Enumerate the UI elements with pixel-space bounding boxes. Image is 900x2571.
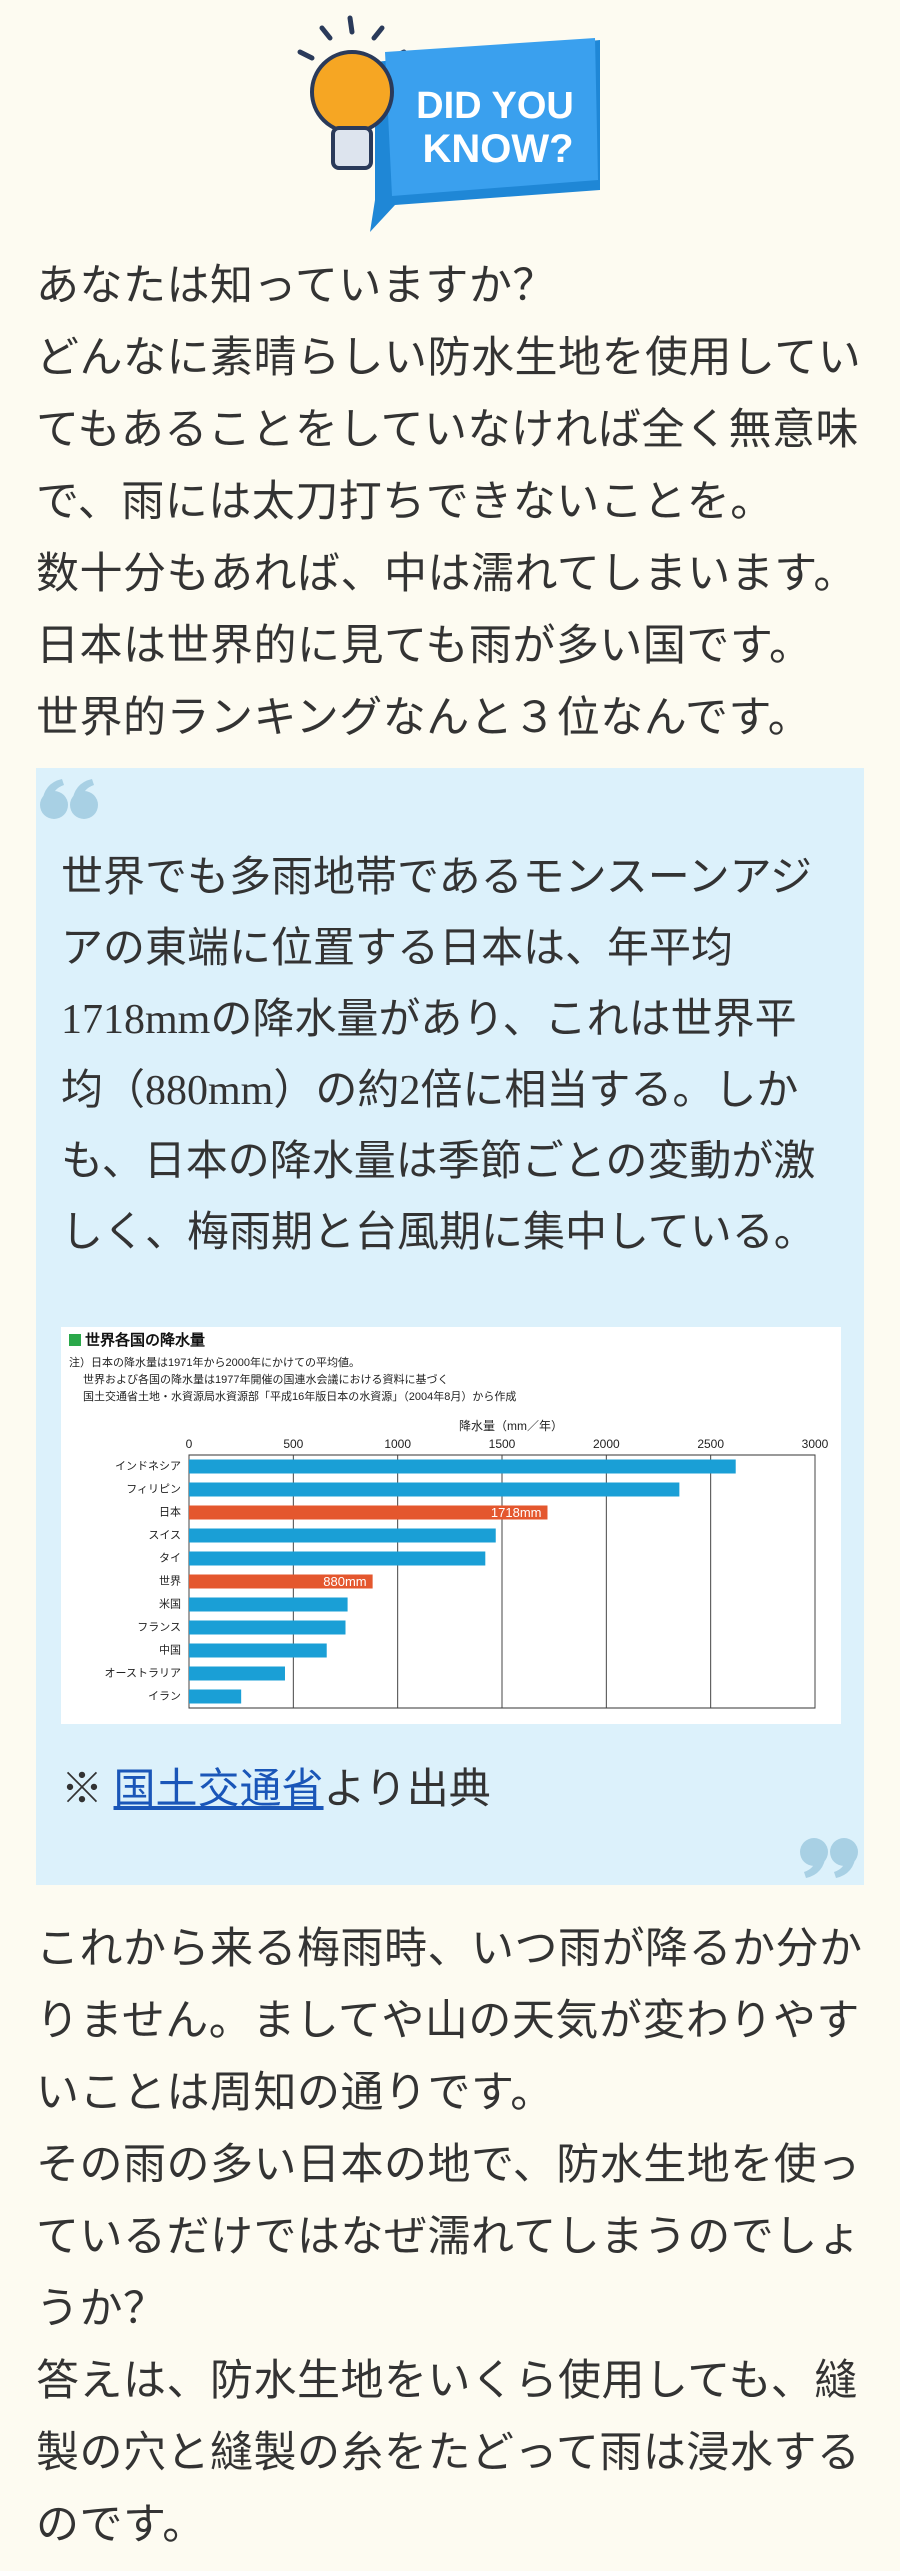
y-tick-label: フィリピン <box>126 1482 181 1495</box>
did-you-know-badge: DID YOU KNOW? <box>297 15 600 232</box>
y-tick-label: インドネシア <box>115 1459 181 1472</box>
y-tick-label: 日本 <box>159 1504 181 1518</box>
x-tick-label: 3000 <box>802 1437 829 1451</box>
y-tick-label: タイ <box>159 1551 181 1564</box>
speech-bubble <box>385 38 598 196</box>
chart-note: 世界および各国の降水量は1977年開催の国連水会議における資料に基づく <box>83 1372 448 1386</box>
bar <box>189 1643 327 1658</box>
paragraph: 数十分もあれば、中は濡れてしまいます。 <box>36 551 857 598</box>
intro-text: あなたは知っていますか？ どんなに素晴らしい防水生地を使用していてもあることをして… <box>36 251 864 755</box>
bar <box>189 1574 373 1589</box>
bar <box>189 1597 348 1612</box>
value-label: 1718mm <box>491 1505 542 1520</box>
x-tick-label: 1000 <box>384 1437 411 1451</box>
paragraph: これから来る梅雨時、いつ雨が降るか分かりません。ましてや山の天気が変わりやすいこ… <box>36 1926 863 2117</box>
bar <box>189 1528 496 1543</box>
outro-text: これから来る梅雨時、いつ雨が降るか分かりません。ましてや山の天気が変わりやすいこ… <box>36 1914 864 2562</box>
bar <box>189 1620 346 1635</box>
paragraph: 日本は世界的に見ても雨が多い国です。 <box>36 623 813 670</box>
y-tick-label: イラン <box>148 1690 181 1702</box>
chart-note: 注）日本の降水量は1971年から2000年にかけての平均値。 <box>69 1355 360 1369</box>
y-tick-label: 米国 <box>159 1597 181 1610</box>
y-tick-label: オーストラリア <box>105 1666 181 1679</box>
bar <box>189 1505 548 1520</box>
bar <box>189 1459 736 1474</box>
paragraph: 答えは、防水生地をいくら使用しても、縫製の穴と縫製の糸をたどって雨は浸水するので… <box>36 2358 861 2549</box>
value-label: 880mm <box>323 1574 366 1589</box>
bar <box>189 1666 285 1681</box>
bar <box>189 1689 242 1704</box>
paragraph: 世界的ランキングなんと３位なんです。 <box>36 695 812 742</box>
title-marker <box>69 1334 81 1346</box>
lightbulb-base <box>331 126 373 170</box>
x-tick-label: 2500 <box>697 1437 724 1451</box>
source-line: ※ 国土交通省より出典 <box>61 1755 491 1826</box>
x-tick-label: 500 <box>283 1437 303 1451</box>
bar <box>189 1482 680 1497</box>
y-tick-label: 世界 <box>159 1574 181 1587</box>
y-tick-label: フランス <box>137 1621 181 1633</box>
quote-text: 世界でも多雨地帯であるモンスーンアジアの東端に位置する日本は、年平均1718mm… <box>61 855 816 1256</box>
chart-title: 世界各国の降水量 <box>85 1331 205 1349</box>
badge-text: KNOW? <box>422 127 573 171</box>
open-quote-mark <box>40 779 98 819</box>
chart-note: 国土交通省土地・水資源局水資源部「平成16年版日本の水資源」（2004年8月）か… <box>83 1389 516 1403</box>
close-quote-mark <box>800 1838 858 1878</box>
source-suffix: より出典 <box>323 1767 491 1813</box>
y-tick-label: スイス <box>148 1529 181 1541</box>
source-prefix: ※ <box>61 1767 114 1813</box>
paragraph: あなたは知っていますか？ <box>36 263 556 310</box>
x-tick-label: 0 <box>186 1437 193 1451</box>
precipitation-chart: 世界各国の降水量 注）日本の降水量は1971年から2000年にかけての平均値。世… <box>61 1327 841 1724</box>
bar <box>189 1551 486 1566</box>
paragraph: どんなに素晴らしい防水生地を使用していてもあることをしていなければ全く無意味で、… <box>36 335 862 526</box>
lightbulb <box>310 50 394 134</box>
x-tick-label: 1500 <box>489 1437 516 1451</box>
x-axis-label: 降水量（mm／年） <box>459 1419 563 1433</box>
paragraph: その雨の多い日本の地で、防水生地を使っているだけではなぜ濡れてしまうのでしょうか… <box>36 2142 862 2333</box>
x-tick-label: 2000 <box>593 1437 620 1451</box>
source-link[interactable]: 国土交通省 <box>113 1767 324 1813</box>
badge-text: DID YOU <box>416 85 574 127</box>
y-tick-label: 中国 <box>159 1643 181 1656</box>
